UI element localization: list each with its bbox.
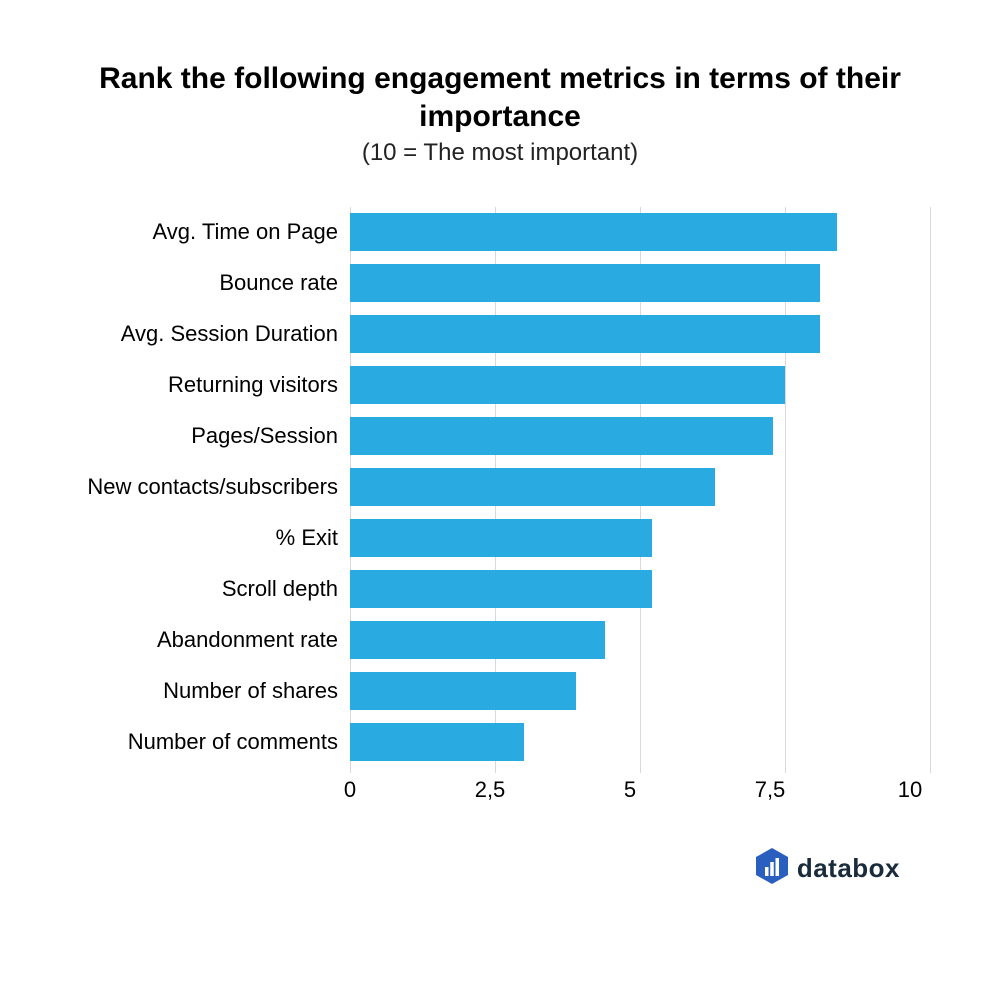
y-axis-labels: Avg. Time on Page Bounce rate Avg. Session… <box>70 207 350 767</box>
bar-row <box>350 621 930 659</box>
y-label: Scroll depth <box>70 576 338 602</box>
y-label: % Exit <box>70 525 338 551</box>
bar <box>350 213 837 251</box>
x-tick-label: 10 <box>898 777 922 803</box>
bars-group <box>350 207 930 767</box>
x-tick-label: 5 <box>624 777 636 803</box>
y-label: Number of comments <box>70 729 338 755</box>
x-axis: 02,557,510 <box>350 773 910 805</box>
chart-subtitle: (10 = The most important) <box>70 139 930 167</box>
x-tick-label: 7,5 <box>755 777 786 803</box>
bar <box>350 519 652 557</box>
bar-row <box>350 519 930 557</box>
bar <box>350 570 652 608</box>
brand-name: databox <box>797 853 900 884</box>
gridline <box>930 207 931 773</box>
bar-row <box>350 366 930 404</box>
bar-row <box>350 417 930 455</box>
bar-row <box>350 264 930 302</box>
bar-row <box>350 213 930 251</box>
title-line1: Rank the following engagement metrics in… <box>99 62 901 133</box>
bar <box>350 417 773 455</box>
y-label: Returning visitors <box>70 372 338 398</box>
bar <box>350 264 820 302</box>
y-label: Avg. Time on Page <box>70 219 338 245</box>
bar-row <box>350 468 930 506</box>
y-label: Pages/Session <box>70 423 338 449</box>
bar <box>350 468 715 506</box>
x-tick-label: 2,5 <box>475 777 506 803</box>
brand-logo: databox <box>755 847 900 890</box>
bar-row <box>350 315 930 353</box>
y-label: New contacts/subscribers <box>70 474 338 500</box>
bar <box>350 672 576 710</box>
bar <box>350 366 785 404</box>
x-tick-label: 0 <box>344 777 356 803</box>
y-label: Abandonment rate <box>70 627 338 653</box>
bar <box>350 621 605 659</box>
y-label: Bounce rate <box>70 270 338 296</box>
databox-icon <box>755 847 789 890</box>
bar <box>350 723 524 761</box>
chart-area: Avg. Time on Page Bounce rate Avg. Session… <box>70 207 930 767</box>
y-label: Number of shares <box>70 678 338 704</box>
chart-title: Rank the following engagement metrics in… <box>70 60 930 135</box>
plot-area <box>350 207 930 767</box>
y-label: Avg. Session Duration <box>70 321 338 347</box>
bar-row <box>350 723 930 761</box>
bar-row <box>350 672 930 710</box>
bar-row <box>350 570 930 608</box>
bar <box>350 315 820 353</box>
